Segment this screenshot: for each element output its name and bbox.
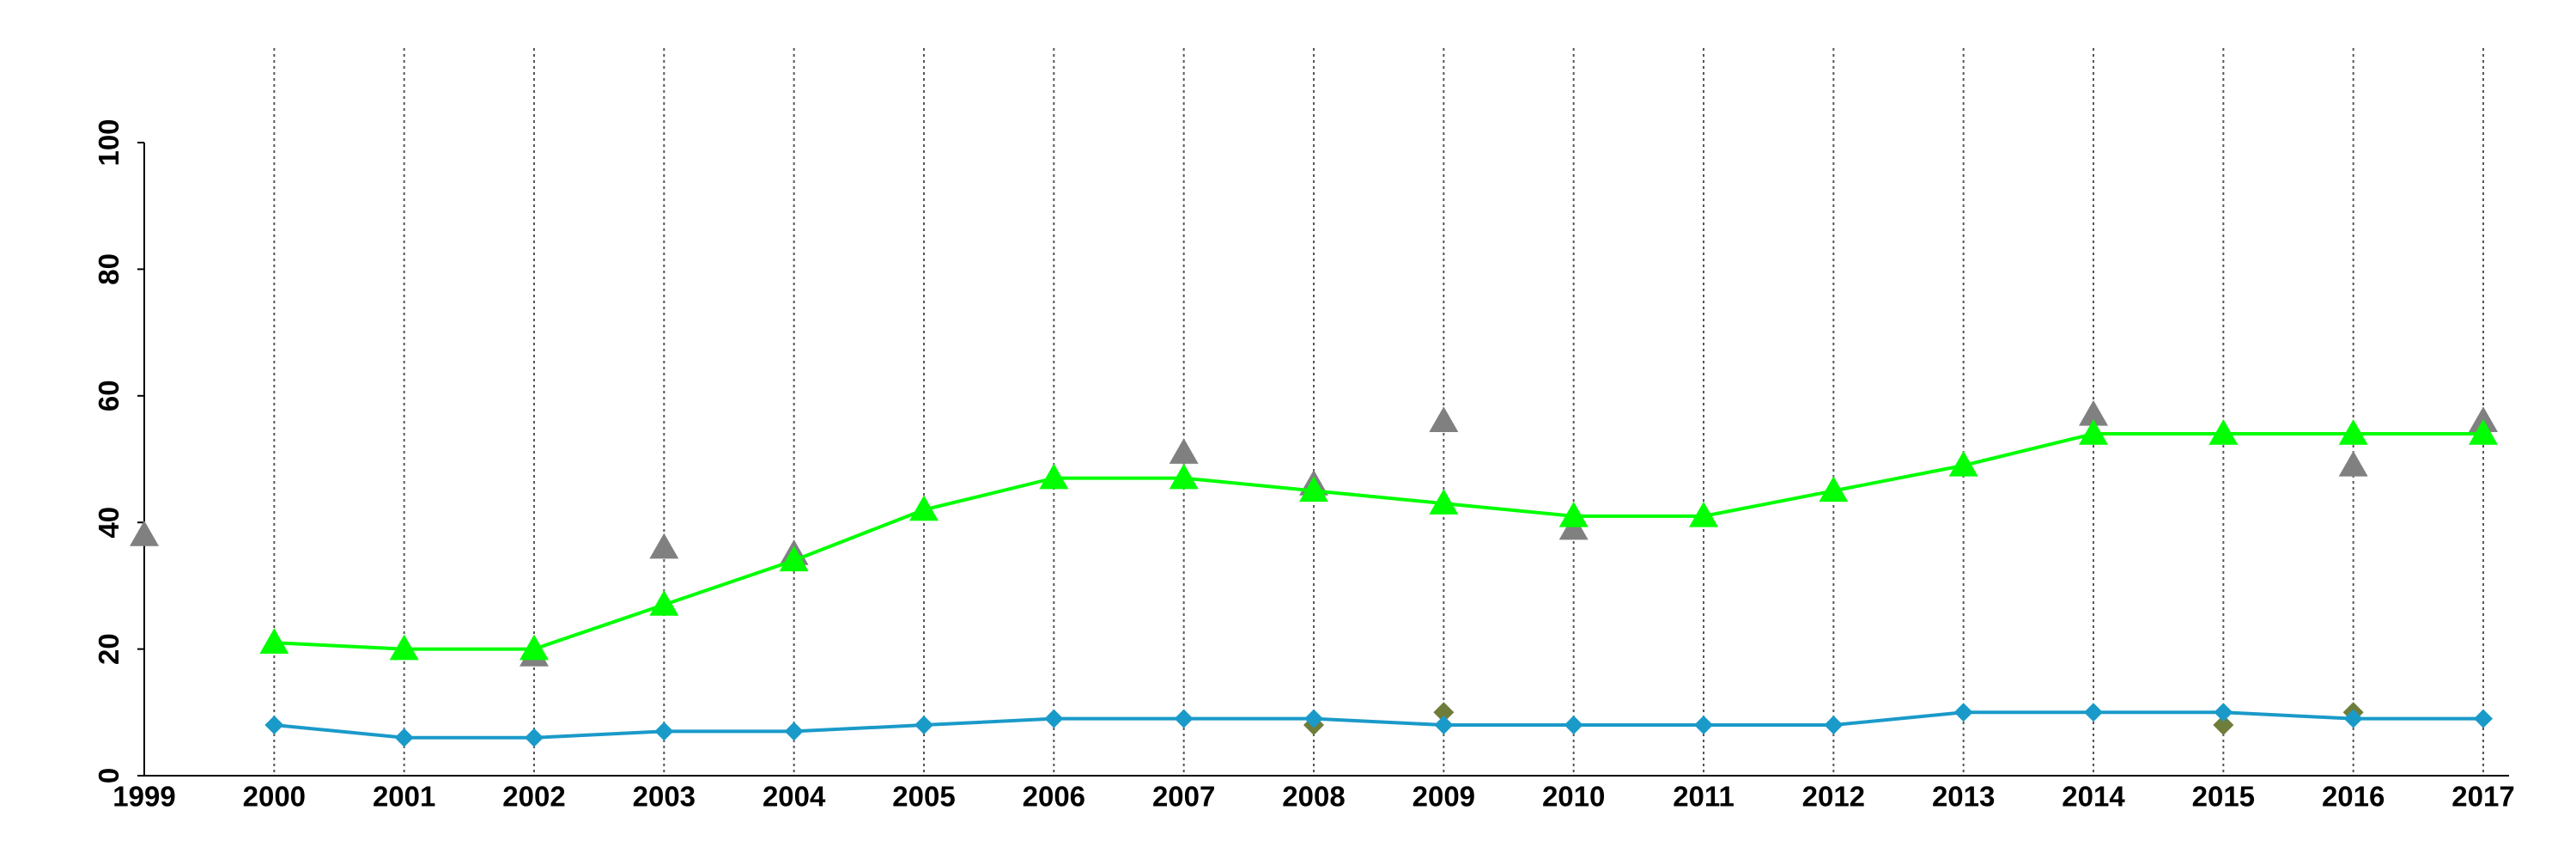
triangle-marker	[1819, 476, 1849, 503]
diamond-marker	[1304, 709, 1323, 728]
diamond-marker	[1824, 716, 1844, 735]
x-tick-label: 2006	[1023, 781, 1085, 813]
diamond-marker	[2213, 715, 2234, 736]
triangle-marker	[1429, 406, 1459, 433]
triangle-marker	[2338, 419, 2368, 445]
x-tick-label: 2003	[633, 781, 696, 813]
triangle-marker	[2208, 419, 2239, 445]
diamond-marker	[2474, 709, 2493, 728]
triangle-marker	[130, 520, 159, 546]
triangle-marker	[1689, 501, 1718, 527]
triangle-marker	[259, 628, 289, 654]
x-tick-label: 2016	[2322, 781, 2385, 813]
x-tick-label: 2005	[892, 781, 955, 813]
x-tick-label: 2015	[2192, 781, 2255, 813]
triangle-marker	[1948, 450, 1978, 477]
diamond-marker	[654, 722, 674, 741]
triangle-marker	[1558, 501, 1589, 527]
diamond-marker	[1174, 709, 1194, 728]
triangle-marker	[2079, 399, 2108, 426]
triangle-marker	[909, 495, 939, 521]
diamond-marker	[394, 728, 414, 747]
triangle-marker	[389, 634, 419, 661]
triangle-marker	[649, 533, 679, 559]
x-tick-label: 2001	[373, 781, 435, 813]
triangle-marker	[649, 590, 679, 616]
y-tick-label: 20	[93, 633, 125, 665]
diamond-marker	[525, 728, 544, 747]
x-tick-label: 2013	[1932, 781, 1995, 813]
x-tick-label: 2009	[1413, 781, 1475, 813]
series-line	[274, 432, 2483, 651]
triangle-marker	[1429, 489, 1459, 515]
x-tick-label: 2017	[2451, 781, 2514, 813]
diamond-marker	[1694, 716, 1713, 735]
triangle-marker	[1299, 476, 1328, 503]
triangle-marker	[1169, 438, 1199, 464]
triangle-marker	[1169, 463, 1199, 490]
triangle-marker	[1039, 463, 1069, 490]
diamond-marker	[2084, 703, 2103, 722]
x-tick-label: 2010	[1542, 781, 1605, 813]
y-tick-label: 60	[93, 380, 125, 411]
x-tick-label: 2008	[1282, 781, 1345, 813]
x-tick-label: 2002	[502, 781, 565, 813]
triangle-marker	[779, 545, 809, 572]
x-tick-label: 2000	[243, 781, 306, 813]
triangle-marker	[2338, 450, 2368, 477]
x-tick-label: 2007	[1152, 781, 1215, 813]
y-tick-label: 0	[93, 768, 125, 783]
x-tick-label: 2004	[762, 781, 826, 813]
diamond-marker	[1953, 703, 1973, 722]
diamond-marker	[1434, 716, 1454, 735]
x-tick-label: 2014	[2062, 781, 2125, 813]
x-tick-label: 2012	[1802, 781, 1865, 813]
diamond-marker	[914, 716, 933, 735]
diamond-marker	[1564, 716, 1583, 735]
triangle-marker	[519, 634, 549, 661]
y-tick-label: 100	[93, 119, 125, 166]
x-tick-label: 1999	[112, 781, 175, 813]
diamond-marker	[1433, 702, 1455, 723]
triangle-marker	[2469, 419, 2498, 445]
diamond-marker	[2214, 703, 2233, 722]
x-tick-label: 2011	[1673, 781, 1735, 813]
diamond-marker	[2343, 709, 2363, 728]
diamond-marker	[784, 722, 804, 741]
y-tick-label: 40	[93, 507, 125, 539]
triangle-marker	[2079, 419, 2108, 445]
diamond-marker	[1044, 709, 1064, 728]
series-line	[274, 710, 2483, 740]
diamond-marker	[264, 716, 284, 735]
y-tick-label: 80	[93, 253, 125, 285]
